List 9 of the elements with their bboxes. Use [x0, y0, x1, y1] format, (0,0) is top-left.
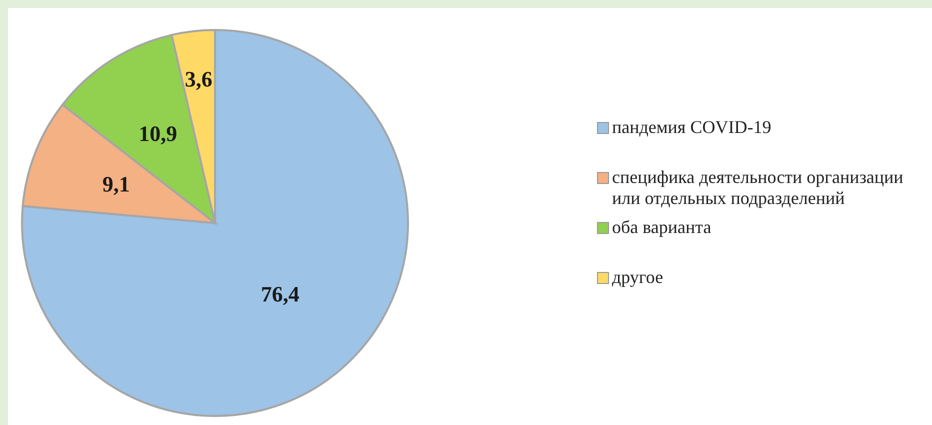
- data-label: 10,9: [138, 121, 178, 146]
- data-label: 76,4: [260, 282, 300, 307]
- legend-label: специфика деятельности организации или отдельных подразделений: [612, 166, 904, 208]
- legend-label: другое: [612, 266, 664, 288]
- legend-label: пандемия COVID-19: [612, 116, 772, 138]
- data-label: 3,6: [184, 66, 212, 92]
- legend-label: оба варианта: [612, 216, 712, 238]
- pie-slice: [21, 29, 409, 417]
- data-label: 9,1: [102, 172, 130, 197]
